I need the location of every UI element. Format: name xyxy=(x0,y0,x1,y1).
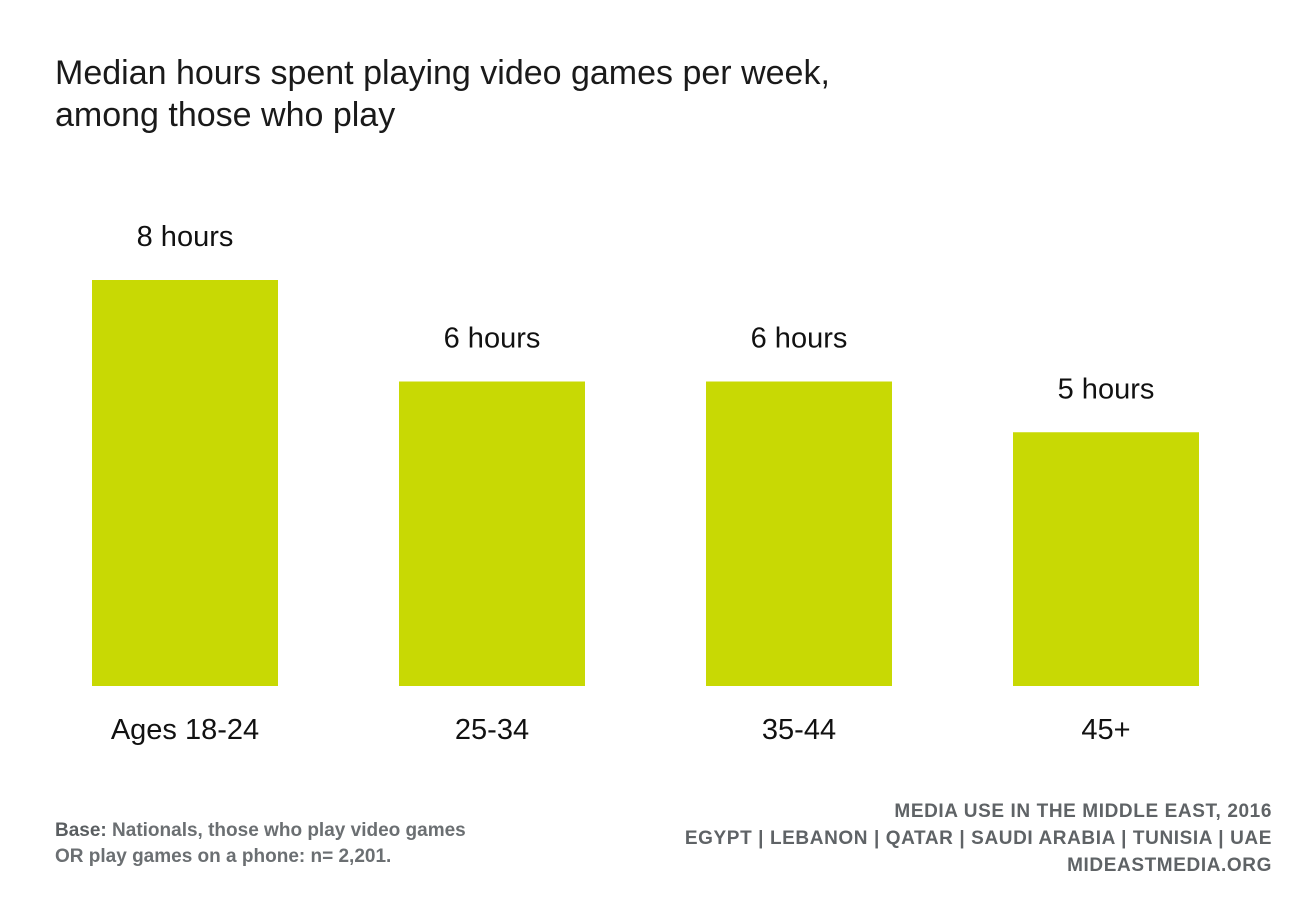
base-footnote: Base: Nationals, those who play video ga… xyxy=(55,818,595,870)
base-footnote-text-2: OR play games on a phone: n= 2,201. xyxy=(55,846,392,867)
base-footnote-text-1: Nationals, those who play video games xyxy=(112,820,466,841)
category-label-4: 45+ xyxy=(1081,714,1130,746)
base-footnote-label: Base: xyxy=(55,820,107,841)
data-label-3: 6 hours xyxy=(751,323,848,355)
source-line-3: MIDEASTMEDIA.ORG xyxy=(1067,855,1272,876)
bar-3 xyxy=(706,381,892,686)
chart-title-line-2: among those who play xyxy=(55,96,396,134)
source-line-1: MEDIA USE IN THE MIDDLE EAST, 2016 xyxy=(894,801,1272,822)
data-label-2: 6 hours xyxy=(444,323,541,355)
bar-4 xyxy=(1013,432,1199,686)
data-label-4: 5 hours xyxy=(1058,373,1155,405)
source-line-2: EGYPT | LEBANON | QATAR | SAUDI ARABIA |… xyxy=(684,828,1272,849)
chart-title: Median hours spent playing video games p… xyxy=(55,52,1055,136)
source-credit: MEDIA USE IN THE MIDDLE EAST, 2016 EGYPT… xyxy=(572,798,1272,879)
data-label-1: 8 hours xyxy=(137,221,234,253)
category-label-3: 35-44 xyxy=(762,714,836,746)
bar-2 xyxy=(399,381,585,686)
chart-title-line-1: Median hours spent playing video games p… xyxy=(55,54,830,92)
bar-1 xyxy=(92,280,278,686)
category-label-2: 25-34 xyxy=(455,714,529,746)
category-label-1: Ages 18-24 xyxy=(111,714,259,746)
